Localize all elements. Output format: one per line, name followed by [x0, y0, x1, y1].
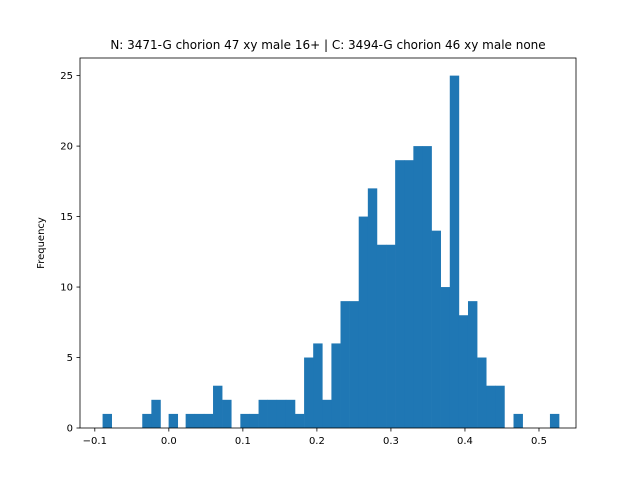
x-tick-label: 0.3 [383, 436, 399, 447]
histogram-bar [477, 357, 487, 428]
histogram-bar [376, 244, 387, 428]
histogram-bar [386, 244, 396, 428]
histogram-bar [440, 287, 451, 428]
y-tick-label: 5 [67, 353, 73, 364]
histogram-bar [331, 343, 341, 428]
histogram-bar [258, 399, 268, 428]
histogram-bar [294, 413, 305, 428]
histogram-bar [458, 315, 469, 428]
y-tick-label: 0 [67, 424, 73, 435]
histogram-bar [549, 413, 560, 428]
histogram-bar [513, 413, 523, 428]
histogram-bar [431, 230, 441, 428]
y-tick-label: 10 [60, 283, 73, 294]
x-tick-label: 0.4 [457, 436, 473, 447]
histogram-bar [249, 413, 259, 428]
y-tick-label: 20 [60, 142, 73, 153]
histogram-bar [151, 399, 161, 428]
histogram-bar [168, 413, 179, 428]
histogram-bar [395, 160, 405, 428]
y-axis: 0 5 10 15 20 25 [60, 71, 80, 435]
histogram-bar [413, 146, 423, 428]
histogram-bar [358, 216, 369, 428]
chart-title: N: 3471-G chorion 47 xy male 16+ | C: 34… [110, 38, 545, 52]
histogram-bar [322, 399, 332, 428]
y-tick-label: 25 [60, 71, 73, 82]
y-axis-label: Frequency [36, 217, 47, 269]
histogram-bar [213, 385, 223, 428]
histogram-bar [102, 413, 112, 428]
histogram-bar [404, 160, 414, 428]
histogram-bar [495, 385, 505, 428]
x-axis: −0.1 0.0 0.1 0.2 0.3 0.4 0.5 [83, 428, 547, 447]
histogram-bar [222, 399, 232, 428]
histogram-bar [467, 301, 478, 428]
histogram-bar [349, 301, 360, 428]
histogram-bar [240, 413, 250, 428]
x-tick-label: 0.5 [531, 436, 547, 447]
histogram-bar [142, 413, 152, 428]
histogram-bar [367, 188, 378, 428]
x-tick-label: 0.1 [235, 436, 251, 447]
y-tick-label: 15 [60, 212, 73, 223]
histogram-bar [194, 413, 205, 428]
x-tick-label: 0.0 [161, 436, 177, 447]
plot-frame [79, 57, 577, 429]
histogram-bar [486, 385, 496, 428]
x-tick-label: 0.2 [309, 436, 325, 447]
histogram-bar [267, 399, 278, 428]
histogram-bar [285, 399, 296, 428]
histogram-bar [313, 343, 323, 428]
x-tick-label: −0.1 [83, 436, 107, 447]
histogram-bar [203, 413, 214, 428]
histogram-bar [185, 413, 196, 428]
histogram-bar [449, 75, 460, 429]
histogram-bar [422, 146, 432, 428]
histogram-bar [340, 301, 350, 428]
histogram-bar [304, 357, 314, 428]
histogram-bars [102, 75, 560, 429]
histogram-bar [276, 399, 287, 428]
